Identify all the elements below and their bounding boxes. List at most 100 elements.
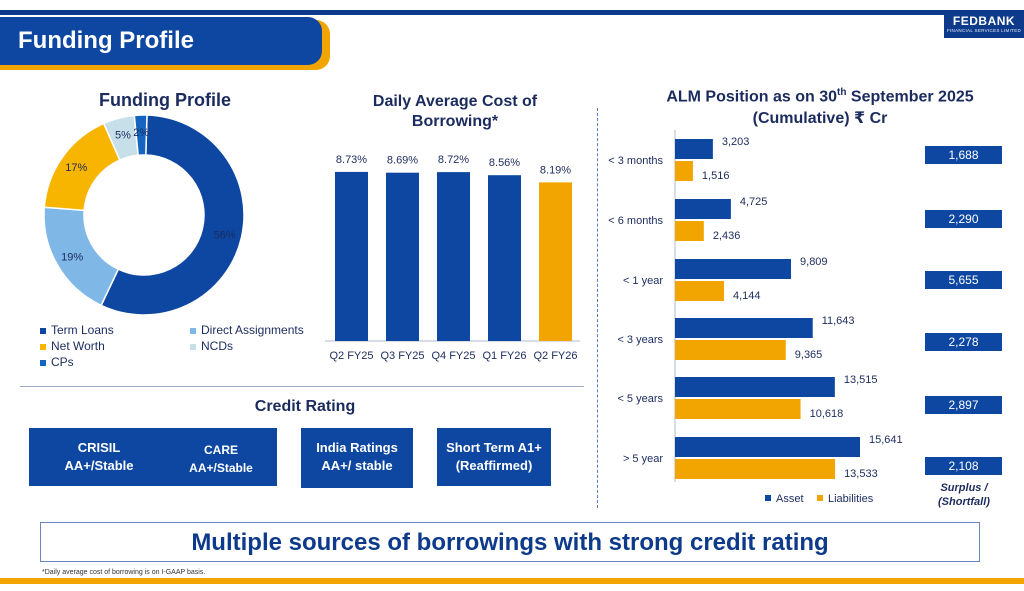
alm-bar-value-label: 10,618 [810,408,844,420]
donut-slice-label: 5% [115,130,131,142]
alm-bar-liabilities [675,399,801,419]
rating-value: AA+/Stable [64,458,134,473]
section-divider [597,108,598,508]
credit-rating-title: Credit Rating [254,398,356,415]
alm-bar-liabilities [675,161,693,181]
legend-item-cps: CPs [40,355,74,369]
rating-value: AA+/Stable [189,461,253,475]
alm-bar-value-label: 9,365 [795,349,823,361]
alm-position-chart: < 3 months 3,203 1,516 < 6 months 4,725 2,436… [608,130,903,505]
alm-bar-liabilities [675,340,786,360]
alm-chart-title: ALM Position as on 30th September 2025 (… [640,82,1000,130]
legend-label: Term Loans [51,323,114,337]
donut-slice-label: 19% [61,252,83,264]
rating-value: (Reaffirmed) [455,458,533,473]
rating-agency: India Ratings [316,440,398,455]
cost-category-label: Q3 FY25 [380,350,424,362]
alm-legend-swatch [817,495,823,501]
cost-category-label: Q1 FY26 [482,350,526,362]
alm-category-label: < 3 months [608,155,663,167]
rating-agency: CARE [203,443,238,457]
cost-category-label: Q4 FY25 [431,350,475,362]
legend-item-term-loans: Term Loans [40,323,114,337]
alm-bar-value-label: 1,516 [702,170,730,182]
page-title: Funding Profile [0,17,322,65]
donut-chart: 56% 19% 17% 5% 2% [43,114,245,316]
legend-item-ncds: NCDs [190,339,233,353]
rating-card-crisil: CRISIL AA+/Stable [29,428,169,486]
alm-bar-asset [675,199,731,219]
footnote: *Daily average cost of borrowing is on I… [42,569,206,576]
cost-bar-q2-fy25 [335,171,368,341]
alm-bar-value-label: 2,436 [713,230,741,242]
donut-slice-term-loans [100,114,245,316]
donut-slice-cps [133,114,148,157]
donut-slice-label: 56% [214,229,236,241]
legend-item-net-worth: Net Worth [40,339,105,353]
alm-bar-asset [675,437,860,457]
alm-bar-liabilities [675,281,725,301]
surplus-value: 1,688 [925,146,1002,164]
donut-slice-label: 2% [133,127,149,139]
legend-label: Direct Assignments [201,323,304,337]
alm-bar-liabilities [675,221,704,241]
cost-bar-value-label: 8.69% [387,155,418,167]
rating-agency: CRISIL [77,440,121,455]
alm-bar-asset [675,259,792,279]
alm-bar-value-label: 9,809 [800,256,828,268]
alm-legend-swatch [765,495,771,501]
logo-sub-text: FINANCIAL SERVICES LIMITED [946,28,1022,33]
alm-bar-asset [675,318,813,338]
bottom-rule [0,578,1024,584]
top-rule [0,10,1024,15]
alm-category-label: < 5 years [617,393,663,405]
cost-category-label: Q2 FY25 [329,350,373,362]
legend-label: Net Worth [51,339,105,353]
alm-category-label: > 5 year [623,453,663,465]
cost-bar-q2-fy26 [539,182,572,341]
rating-agency: Short Term A1+ [446,440,542,455]
alm-legend-label: Asset [776,493,804,505]
rating-value: AA+/ stable [321,458,393,473]
section-rule [20,386,584,387]
alm-title-line-2: (Cumulative) ₹ Cr [752,110,888,128]
legend-item-direct-assignments: Direct Assignments [190,323,304,337]
legend-label: CPs [51,355,74,369]
legend-swatch [40,343,46,350]
surplus-value: 2,290 [925,210,1002,228]
legend-label: NCDs [201,339,233,353]
donut-chart-title: Funding Profile [99,90,231,110]
fedbank-logo: FEDBANK FINANCIAL SERVICES LIMITED [944,14,1024,38]
alm-title-line-1: ALM Position as on 30th September 2025 [666,87,974,106]
alm-legend-label: Liabilities [828,493,874,505]
cost-bar-q3-fy25 [386,172,419,341]
legend-swatch [40,359,46,366]
alm-bar-asset [675,139,713,159]
rating-card-india-ratings: India Ratings AA+/ stable [301,428,413,488]
alm-bar-value-label: 4,725 [740,196,768,208]
legend-swatch [190,327,196,334]
rating-card-care: CARE AA+/Stable [165,428,277,486]
cost-bar-q1-fy26 [488,175,521,341]
alm-category-label: < 1 year [623,275,663,287]
alm-bar-asset [675,377,835,397]
cost-bar-value-label: 8.19% [540,164,571,176]
alm-bar-liabilities [675,459,836,479]
cost-bar-value-label: 8.56% [489,157,520,169]
rating-card-short-term: Short Term A1+ (Reaffirmed) [437,428,551,486]
alm-bar-value-label: 13,533 [844,468,878,480]
cost-category-label: Q2 FY26 [533,350,577,362]
alm-bar-value-label: 11,643 [822,315,855,327]
logo-main-text: FEDBANK [952,14,1016,28]
cost-of-borrowing-chart: 8.73% Q2 FY25 8.69% Q3 FY25 8.72% Q4 FY25 8.56… [325,154,580,362]
surplus-value: 2,278 [925,333,1002,351]
key-message-banner: Multiple sources of borrowings with stro… [40,522,980,562]
surplus-value: 2,897 [925,396,1002,414]
surplus-value: 5,655 [925,271,1002,289]
donut-slice-label: 17% [65,162,87,174]
alm-bar-value-label: 4,144 [733,290,761,302]
alm-category-label: < 6 months [608,215,663,227]
alm-category-label: < 3 years [617,334,663,346]
cost-bar-value-label: 8.72% [438,154,469,166]
alm-bar-value-label: 15,641 [869,434,903,446]
